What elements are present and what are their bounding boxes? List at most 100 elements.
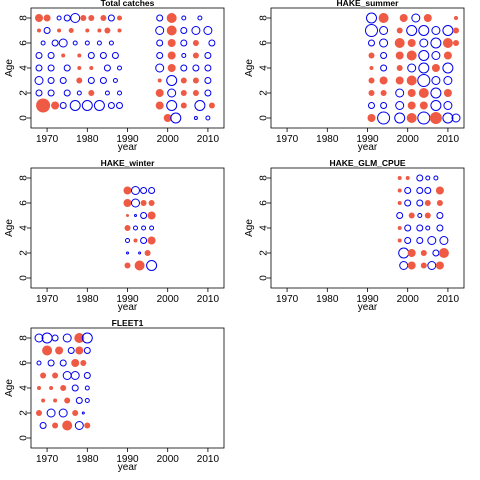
- residual-bubble-negative: [148, 187, 156, 194]
- residual-bubble-positive: [163, 114, 172, 122]
- residual-bubble-negative: [74, 421, 84, 430]
- residual-bubble-negative: [47, 359, 55, 367]
- residual-bubble-positive: [424, 212, 431, 219]
- residual-bubble-negative: [442, 25, 454, 36]
- residual-bubble-positive: [166, 25, 177, 36]
- residual-bubble-negative: [59, 102, 67, 109]
- residual-bubble-positive: [435, 261, 444, 270]
- residual-bubble-negative: [59, 359, 67, 367]
- residual-bubble-negative: [81, 411, 85, 415]
- y-axis-label: Age: [4, 379, 15, 397]
- residual-bubble-positive: [406, 50, 417, 61]
- residual-bubble-negative: [99, 52, 107, 59]
- panel-title: Total catches: [101, 0, 155, 8]
- residual-bubble-negative: [442, 62, 454, 74]
- residual-bubble-positive: [126, 214, 129, 217]
- residual-bubble-negative: [47, 64, 55, 72]
- residual-bubble-positive: [208, 102, 215, 109]
- y-tick-label: 6: [19, 360, 30, 366]
- residual-bubble-negative: [395, 101, 405, 110]
- residual-bubble-negative: [40, 40, 46, 46]
- residual-bubble-negative: [62, 371, 72, 380]
- residual-bubble-positive: [166, 13, 177, 23]
- residual-bubble-positive: [420, 250, 427, 256]
- residual-bubble-negative: [432, 249, 440, 257]
- residual-bubble-positive: [35, 14, 43, 22]
- residual-bubble-negative: [125, 238, 130, 243]
- x-axis-label: year: [118, 142, 138, 153]
- residual-bubble-negative: [203, 26, 213, 35]
- residual-bubble-positive: [147, 211, 156, 220]
- residual-bubble-negative: [204, 77, 212, 84]
- x-tick-label: 2000: [157, 294, 180, 305]
- residual-bubble-negative: [35, 52, 43, 59]
- residual-bubble-positive: [407, 101, 416, 110]
- y-tick-label: 6: [19, 200, 30, 206]
- residual-bubble-negative: [431, 26, 441, 35]
- residual-bubble-negative: [193, 116, 198, 120]
- residual-bubble-negative: [47, 77, 55, 84]
- residual-bubble-negative: [204, 89, 212, 97]
- residual-bubble-negative: [425, 175, 431, 181]
- x-axis-label: year: [358, 302, 378, 313]
- residual-bubble-negative: [87, 52, 95, 59]
- residual-bubble-positive: [397, 238, 402, 243]
- residual-bubble-negative: [46, 408, 56, 418]
- residual-bubble-positive: [57, 28, 62, 33]
- panel-hake-winter: HAKE_winter 1970 1980 1990 2000 2010 0 2 4 6 8 year…: [4, 158, 225, 313]
- residual-bubble-negative: [96, 40, 102, 46]
- residual-bubble-negative: [141, 225, 147, 231]
- residual-bubble-negative: [418, 62, 430, 74]
- residual-bubble-positive: [36, 98, 51, 113]
- residual-bubble-negative: [194, 100, 206, 111]
- residual-bubble-negative: [99, 77, 107, 84]
- residual-bubble-negative: [181, 15, 187, 21]
- residual-bubble-positive: [62, 420, 73, 431]
- y-tick-label: 0: [19, 275, 30, 281]
- residual-bubble-negative: [404, 224, 412, 232]
- residual-bubble-positive: [123, 199, 132, 207]
- residual-bubble-positive: [380, 90, 387, 96]
- residual-bubble-negative: [192, 64, 200, 72]
- x-tick-label: 1980: [316, 134, 339, 145]
- residual-bubble-negative: [443, 76, 453, 85]
- residual-bubble-negative: [51, 39, 59, 47]
- residual-bubble-positive: [453, 40, 459, 46]
- x-tick-label: 1970: [276, 134, 299, 145]
- residual-bubble-negative: [131, 186, 140, 195]
- residual-bubble-negative: [34, 333, 44, 343]
- x-tick-label: 2000: [157, 134, 180, 145]
- residual-bubble-negative: [191, 26, 201, 35]
- residual-bubble-positive: [43, 14, 51, 22]
- residual-bubble-positive: [397, 226, 402, 230]
- residual-bubble-positive: [144, 250, 151, 256]
- y-tick-label: 2: [259, 250, 270, 256]
- residual-bubble-negative: [117, 90, 122, 96]
- residual-bubble-negative: [140, 212, 148, 219]
- residual-bubble-negative: [131, 198, 140, 208]
- residual-bubble-negative: [416, 187, 424, 194]
- residual-bubble-positive: [406, 113, 417, 123]
- residual-bubble-positive: [52, 422, 59, 429]
- x-tick-label: 2010: [197, 454, 220, 465]
- residual-bubble-negative: [167, 88, 177, 98]
- residual-bubble-negative: [63, 64, 71, 72]
- y-tick-label: 2: [19, 90, 30, 96]
- residual-bubble-negative: [39, 422, 47, 429]
- residual-bubble-negative: [418, 25, 430, 36]
- residual-bubble-negative: [84, 40, 90, 46]
- residual-bubble-negative: [418, 50, 430, 61]
- residual-bubble-negative: [208, 39, 216, 47]
- x-tick-label: 2010: [437, 134, 460, 145]
- residual-bubble-negative: [51, 334, 59, 342]
- residual-bubble-negative: [404, 187, 412, 194]
- residual-bubble-negative: [36, 360, 42, 366]
- residual-bubble-negative: [417, 74, 431, 87]
- residual-bubble-positive: [407, 261, 416, 270]
- residual-bubble-negative: [365, 24, 378, 37]
- residual-bubble-negative: [416, 199, 424, 207]
- residual-bubble-negative: [366, 12, 377, 24]
- residual-bubble-negative: [427, 236, 437, 245]
- residual-bubble-negative: [394, 112, 406, 124]
- residual-bubble-positive: [369, 66, 374, 70]
